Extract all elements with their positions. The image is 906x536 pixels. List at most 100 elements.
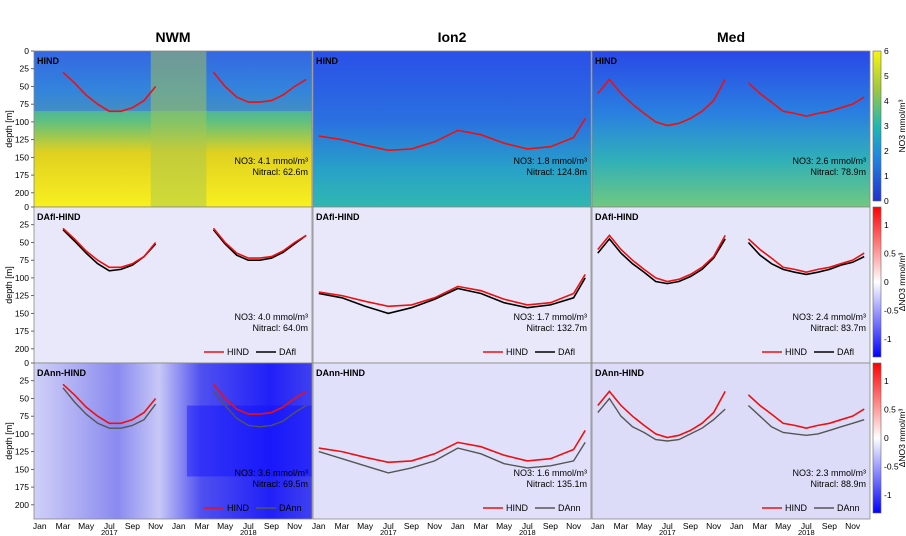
depth-tick-label: 50	[20, 81, 30, 91]
panel-frame	[33, 362, 313, 520]
nitracline-hind	[318, 117, 586, 152]
depth-tick-label: 150	[15, 152, 29, 162]
colorbar-label-2: ΔNO3 mmol/m³	[897, 409, 906, 468]
depth-tick-label: 50	[20, 237, 30, 247]
depth-tick-label: 150	[15, 308, 29, 318]
month-tick-label: Nov	[148, 521, 164, 531]
colorbar-tick-label: 0	[884, 433, 889, 443]
panel-stat-nitracline: Nitracl: 64.0m	[252, 323, 308, 333]
panel-label: DAnn-HIND	[595, 368, 644, 378]
month-tick-label: Jul	[662, 521, 673, 531]
month-tick-label: Sep	[822, 521, 837, 531]
depth-tick-label: 125	[15, 291, 29, 301]
colorbar-tick-label: 0	[884, 196, 889, 206]
panel-stat-no3: NO3: 1.7 mmol/m³	[513, 312, 587, 322]
month-tick-label: May	[496, 521, 513, 531]
depth-tick-label: 200	[15, 344, 29, 354]
depth-tick-label: 0	[24, 46, 29, 56]
depth-tick-label: 200	[15, 500, 29, 510]
depth-tick-label: 100	[15, 273, 29, 283]
panel-label: DAfl-HIND	[316, 212, 360, 222]
year-label: 2018	[519, 528, 536, 536]
month-tick-label: May	[78, 521, 95, 531]
colorbar-tick-label: 0	[884, 277, 889, 287]
panel-stat-nitracline: Nitracl: 69.5m	[252, 479, 308, 489]
legend-label-da: DAfl	[837, 347, 854, 357]
nitracline-hind	[318, 273, 586, 308]
nitracline-hind	[62, 383, 307, 425]
legend-label-hind: HIND	[785, 503, 807, 513]
legend-label-hind: HIND	[506, 347, 528, 357]
legend-label-hind: HIND	[785, 347, 807, 357]
legend-label-da: DAfl	[279, 347, 296, 357]
month-tick-label: May	[357, 521, 374, 531]
panel-background	[592, 207, 870, 363]
panel-label: DAfl-HIND	[37, 212, 81, 222]
y-axis-label: depth [m]	[4, 422, 14, 460]
y-axis-label: depth [m]	[4, 110, 14, 148]
month-tick-label: Nov	[706, 521, 722, 531]
column-title-med: Med	[717, 29, 745, 45]
nitracline-hind	[62, 71, 307, 113]
depth-tick-label: 175	[15, 326, 29, 336]
month-tick-label: Sep	[404, 521, 419, 531]
colorbar-tick-label: 1	[884, 220, 889, 230]
nitracline-hind	[597, 78, 865, 127]
panel-frame	[312, 362, 592, 520]
colorbar-tick-label: 5	[884, 71, 889, 81]
depth-tick-label: 0	[24, 202, 29, 212]
panel-stat-nitracline: Nitracl: 124.8m	[526, 167, 587, 177]
panel-background	[34, 207, 312, 363]
month-tick-label: Mar	[753, 521, 768, 531]
panel-label: HIND	[37, 56, 59, 66]
colorbar-tick-label: -1	[884, 334, 892, 344]
panel-stat-nitracline: Nitracl: 132.7m	[526, 323, 587, 333]
depth-tick-label: 75	[20, 255, 30, 265]
legend-label-hind: HIND	[227, 347, 249, 357]
month-tick-label: Jul	[522, 521, 533, 531]
month-tick-label: Nov	[566, 521, 582, 531]
year-label: 2017	[101, 528, 118, 536]
colorbar-tick-label: 1	[884, 376, 889, 386]
panel-stat-no3: NO3: 3.6 mmol/m³	[234, 468, 308, 478]
month-tick-label: Jan	[312, 521, 326, 531]
panel-label: HIND	[595, 56, 617, 66]
month-tick-label: Jan	[730, 521, 744, 531]
depth-tick-label: 175	[15, 482, 29, 492]
month-tick-label: Nov	[845, 521, 861, 531]
colorbar-tick-label: -1	[884, 490, 892, 500]
winter-mixing-band	[150, 51, 207, 207]
colorbar-tick-label: 6	[884, 46, 889, 56]
column-title-nwm: NWM	[156, 29, 191, 45]
depth-tick-label: 150	[15, 464, 29, 474]
month-tick-label: Mar	[56, 521, 71, 531]
panel-stat-no3: NO3: 4.0 mmol/m³	[234, 312, 308, 322]
month-tick-label: Jul	[104, 521, 115, 531]
month-tick-label: Jul	[243, 521, 254, 531]
panel-label: DAnn-HIND	[37, 368, 86, 378]
nitracline-dann	[597, 397, 865, 442]
strong-negative-band	[186, 405, 312, 477]
nitracline-hind	[318, 429, 586, 464]
month-tick-label: Sep	[125, 521, 140, 531]
month-tick-label: May	[217, 521, 234, 531]
depth-tick-label: 100	[15, 117, 29, 127]
panel-background	[592, 363, 870, 519]
panel-stat-nitracline: Nitracl: 135.1m	[526, 479, 587, 489]
colorbar-label-0: NO3 mmol/m³	[897, 99, 906, 152]
panel-stat-no3: NO3: 1.6 mmol/m³	[513, 468, 587, 478]
nitracline-hind	[597, 390, 865, 439]
month-tick-label: Mar	[195, 521, 210, 531]
colorbar-tick-label: 0.5	[884, 405, 896, 415]
depth-tick-label: 200	[15, 188, 29, 198]
nitracline-dann	[318, 442, 586, 474]
panel-stat-no3: NO3: 2.3 mmol/m³	[792, 468, 866, 478]
